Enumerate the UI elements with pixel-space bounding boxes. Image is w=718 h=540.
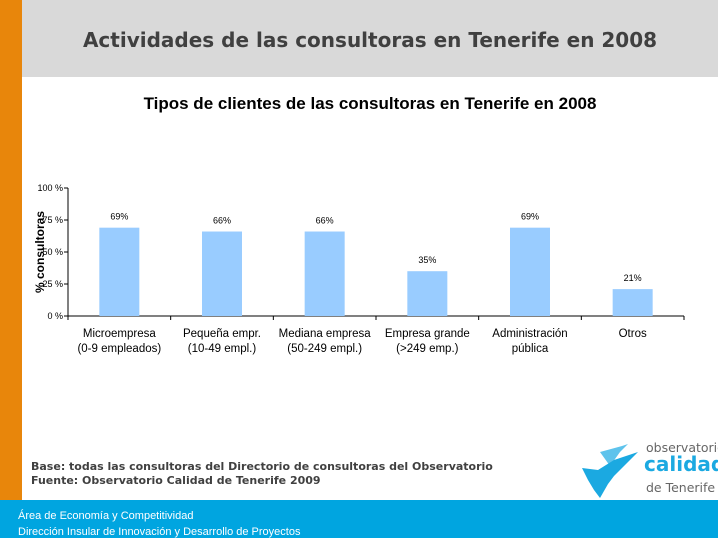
source-notes: Base: todas las consultoras del Director… (31, 460, 493, 488)
x-tick-label: (0-9 empleados) (77, 343, 161, 355)
x-tick-label: Pequeña empr. (183, 328, 261, 340)
logo-text-3: de Tenerife (646, 480, 716, 495)
x-tick-label: Microempresa (83, 328, 156, 340)
source-note: Fuente: Observatorio Calidad de Tenerife… (31, 474, 321, 487)
data-label: 69% (521, 212, 539, 222)
x-tick-label: (10-49 empl.) (188, 343, 257, 355)
side-stripe (0, 0, 22, 500)
y-tick-label: 50 % (42, 247, 63, 257)
y-tick-label: 0 % (47, 311, 63, 321)
logo: observatorio calidad de Tenerife (580, 440, 718, 500)
bar (202, 231, 242, 316)
data-label: 66% (213, 216, 231, 226)
x-tick-label: Empresa grande (385, 328, 470, 340)
data-label: 69% (110, 212, 128, 222)
x-tick-label: Administración (492, 328, 567, 340)
x-tick-label: (>249 emp.) (396, 343, 458, 355)
bar (510, 227, 550, 316)
footer-line-2: Dirección Insular de Innovación y Desarr… (18, 526, 301, 538)
y-tick-label: 75 % (42, 215, 63, 225)
data-label: 66% (316, 216, 334, 226)
logo-text-2: calidad (644, 452, 718, 476)
x-tick-label: pública (512, 343, 549, 355)
bar (99, 227, 140, 316)
data-label: 21% (624, 273, 642, 283)
bar (304, 231, 345, 316)
footer-line-1: Área de Economía y Competitividad (18, 510, 194, 522)
base-note: Base: todas las consultoras del Director… (31, 460, 493, 473)
logo-text-1: observatorio (646, 440, 718, 455)
bar (407, 271, 448, 316)
y-tick-label: 100 % (37, 183, 63, 193)
x-tick-label: Mediana empresa (279, 328, 372, 340)
chart-title: Tipos de clientes de las consultoras en … (143, 94, 597, 113)
page-title: Actividades de las consultoras en Teneri… (82, 28, 658, 52)
header: Actividades de las consultoras en Teneri… (22, 0, 718, 77)
footer: Área de Economía y Competitividad Direcc… (0, 500, 718, 538)
tenerife-island-logo-icon (582, 444, 638, 498)
bar (612, 289, 653, 316)
x-tick-label: (50-249 empl.) (287, 343, 362, 355)
y-axis-label: % consultoras (33, 211, 47, 293)
bar-chart: 0 % 25 % 50 % 75 % 100 % % consultoras 69% Micr… (33, 183, 685, 355)
x-tick-label: Otros (619, 328, 647, 340)
data-label: 35% (418, 255, 436, 265)
y-tick-label: 25 % (42, 279, 63, 289)
